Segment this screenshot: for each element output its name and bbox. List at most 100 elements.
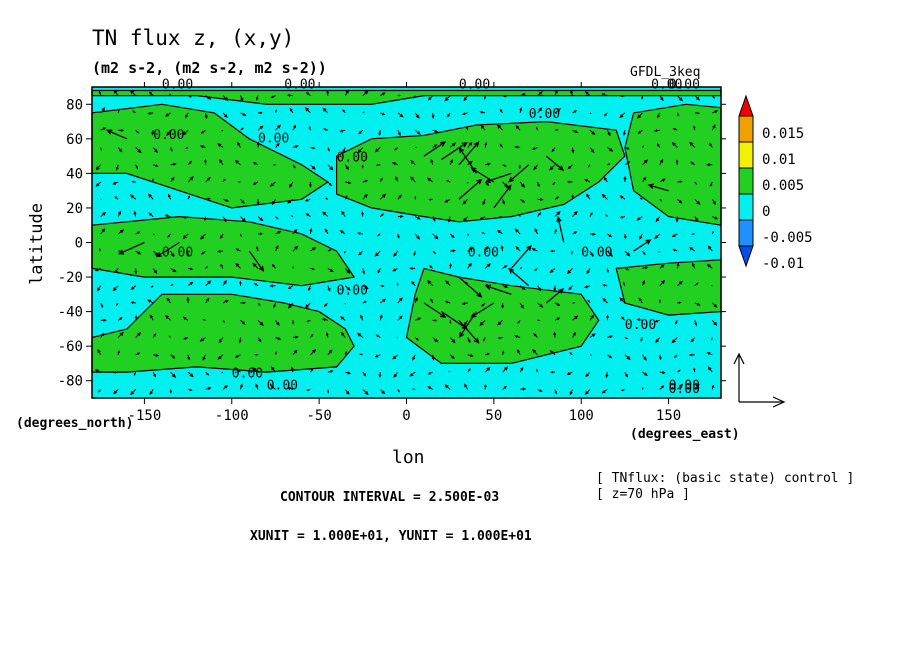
colorbar-top-triangle: [738, 94, 754, 117]
note-line-2: [ z=70 hPa ]: [596, 487, 690, 502]
flux-arrow: [327, 349, 333, 356]
flux-arrow: [637, 112, 643, 119]
flux-arrow: [155, 241, 180, 258]
flux-arrow: [94, 267, 101, 272]
flux-arrow: [445, 280, 451, 287]
flux-arrow: [636, 216, 643, 221]
flux-arrow: [624, 371, 628, 378]
flux-arrow: [345, 181, 352, 185]
flux-arrow: [537, 285, 542, 292]
flux-arrow: [633, 239, 652, 252]
flux-arrow: [185, 112, 189, 119]
flux-arrow: [95, 181, 102, 187]
flux-arrow: [170, 371, 176, 378]
flux-arrow: [606, 129, 611, 137]
flux-arrow: [567, 164, 573, 170]
flux-arrow: [374, 354, 381, 358]
flux-arrow: [519, 302, 524, 309]
flux-arrow: [304, 198, 311, 202]
flux-arrow: [356, 332, 364, 338]
flux-arrow: [707, 245, 713, 252]
flux-arrow: [711, 384, 715, 390]
flux-arrow: [413, 250, 416, 257]
flux-arrow: [114, 268, 119, 274]
flux-arrow: [257, 216, 264, 222]
flux-arrow: [309, 367, 314, 373]
positive-regions: [91, 89, 722, 373]
flux-arrow: [467, 368, 471, 373]
flux-arrow: [606, 314, 610, 321]
flux-arrow: [357, 232, 363, 235]
y-tick-label: -60: [58, 339, 83, 355]
flux-arrow: [222, 319, 226, 324]
flux-arrow: [271, 199, 276, 206]
flux-arrow: [519, 213, 521, 217]
flux-arrow: [691, 233, 695, 235]
flux-arrow: [484, 162, 492, 166]
flux-arrow: [533, 332, 538, 338]
flux-arrow: [642, 371, 648, 376]
flux-arrow: [257, 302, 261, 307]
flux-arrow: [187, 267, 194, 271]
flux-arrow: [586, 268, 591, 275]
flux-arrow: [571, 194, 574, 200]
flux-arrow: [537, 181, 540, 188]
flux-arrow: [706, 263, 713, 269]
flux-arrow: [344, 389, 350, 395]
flux-arrow: [339, 316, 346, 321]
contour-label: 0.00: [669, 378, 700, 393]
x-unit-label: (degrees_east): [630, 427, 740, 442]
flux-arrow: [292, 164, 296, 169]
flux-arrow: [619, 195, 626, 200]
flux-arrow: [467, 337, 471, 344]
flux-arrow: [392, 267, 399, 272]
flux-arrow: [431, 112, 435, 119]
contour-label: 0.00: [581, 245, 612, 260]
flux-arrow: [694, 320, 698, 327]
flux-arrow: [589, 212, 593, 217]
flux-arrow: [537, 388, 543, 392]
flux-arrow: [519, 93, 526, 97]
flux-arrow: [531, 147, 538, 150]
flux-arrow: [711, 199, 717, 206]
flux-arrow: [291, 320, 295, 325]
flux-arrow: [502, 385, 508, 390]
flux-arrow: [672, 248, 678, 252]
flux-arrow: [411, 280, 416, 287]
flux-arrow: [170, 354, 176, 359]
flux-arrow: [164, 214, 171, 218]
flux-arrow: [642, 250, 646, 256]
flux-arrow: [641, 354, 647, 361]
x-tick-label: -150: [128, 408, 162, 424]
flux-arrow: [397, 129, 401, 137]
colorbar-swatch: [738, 219, 754, 247]
flux-arrow: [105, 129, 128, 140]
flux-arrow: [707, 366, 713, 373]
flux-arrow: [675, 159, 679, 165]
flux-arrow: [572, 129, 579, 133]
flux-arrow: [97, 349, 102, 356]
flux-arrow: [448, 370, 451, 373]
flux-arrow: [222, 112, 228, 118]
flux-arrow: [637, 129, 643, 135]
flux-arrow: [606, 268, 609, 273]
flux-arrow: [464, 383, 469, 390]
flux-arrow: [289, 107, 294, 114]
flux-arrow: [199, 337, 206, 342]
flux-arrow: [483, 337, 486, 342]
flux-arrow: [619, 297, 626, 304]
flux-arrow: [463, 95, 469, 102]
flux-arrow: [602, 297, 608, 304]
flux-arrow: [566, 268, 573, 275]
flux-arrow: [234, 159, 241, 166]
flux-arrow: [483, 95, 487, 100]
flux-arrow: [219, 158, 224, 166]
flux-arrow: [481, 232, 486, 235]
flux-arrow: [187, 354, 191, 361]
flux-arrow: [222, 95, 229, 102]
flux-arrow: [514, 228, 521, 235]
flux-arrow: [551, 147, 556, 153]
flux-arrow: [170, 250, 174, 258]
flux-arrow: [306, 319, 311, 323]
flux-arrow: [240, 112, 247, 116]
